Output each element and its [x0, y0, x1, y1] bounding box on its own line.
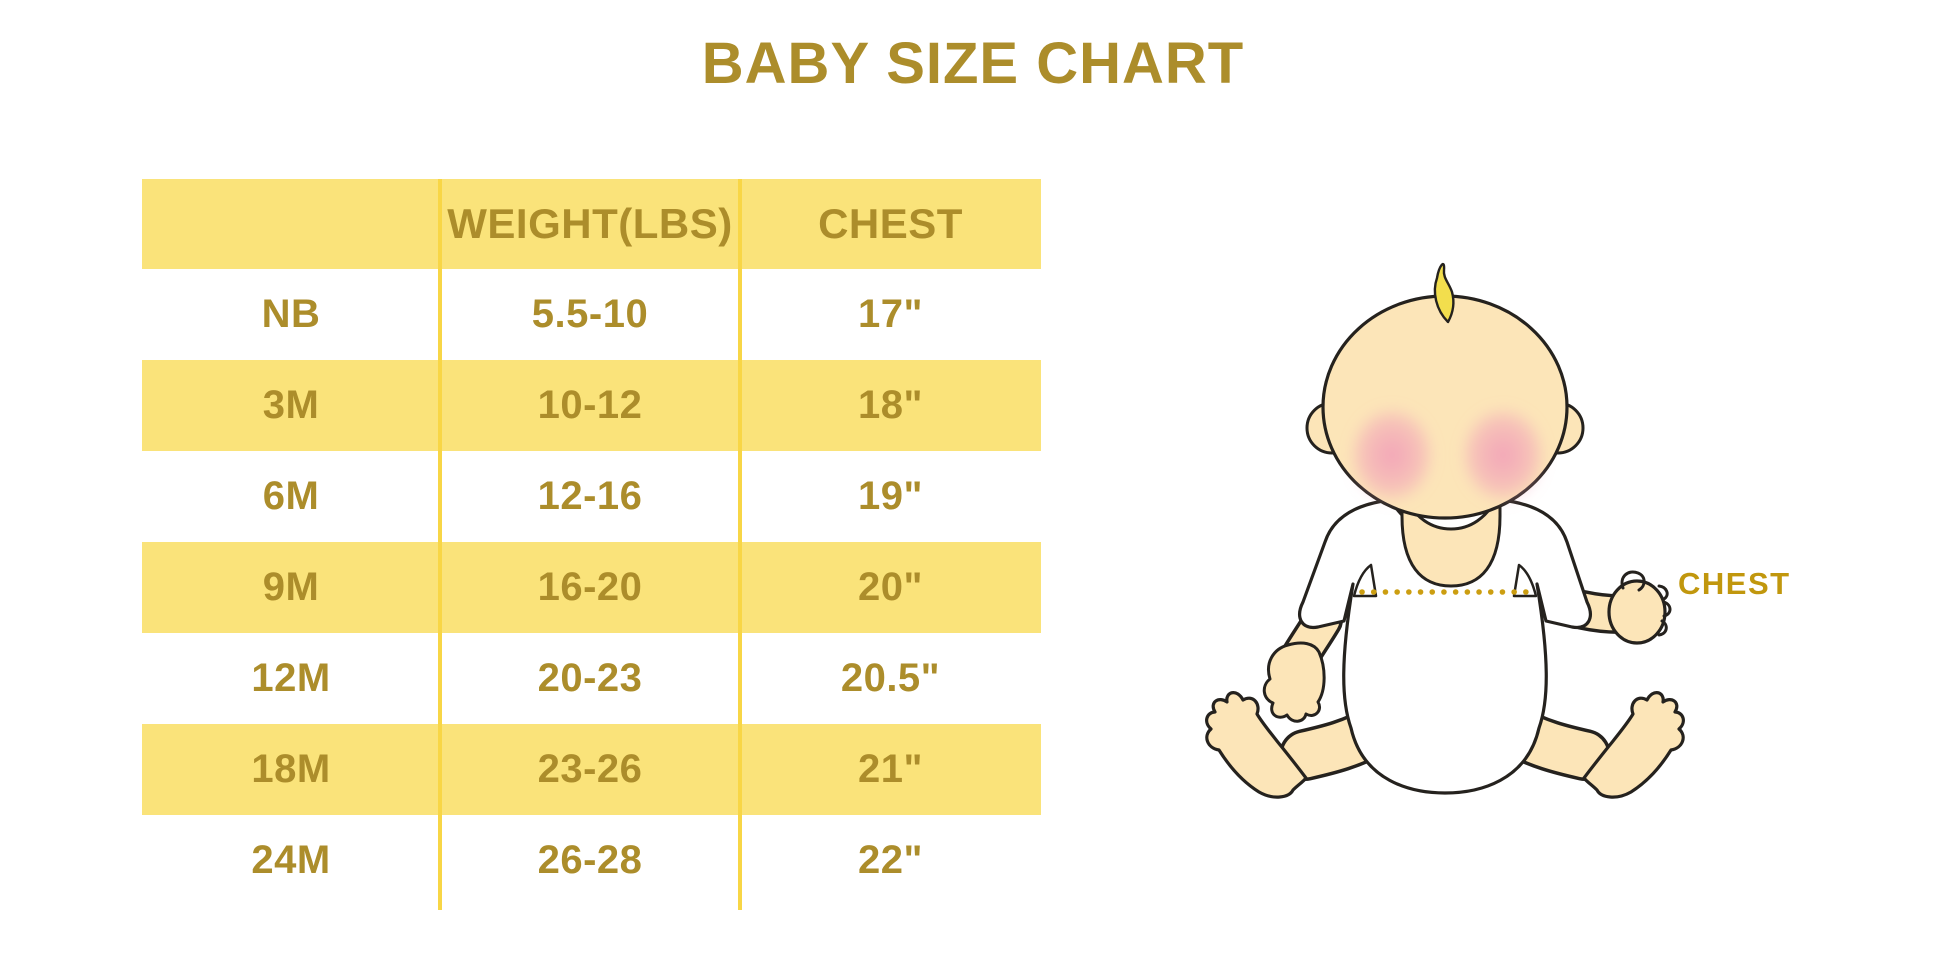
baby-illustration: [1185, 250, 1705, 850]
size-cell: 6M: [262, 474, 320, 518]
chest-cell: 20": [858, 565, 923, 609]
size-table: WEIGHT(LBS) CHEST NB 5.5-10 17" 3M 10-12 18" 6M 1…: [142, 179, 1041, 910]
header-cell-0: [142, 179, 440, 269]
table-row-18M: 18M 23-26 21": [142, 724, 1041, 815]
header-cell-1: WEIGHT(LBS): [447, 200, 733, 247]
chest-cell: 22": [858, 838, 923, 882]
page-title: BABY SIZE CHART: [701, 31, 1245, 96]
size-cell: NB: [261, 292, 321, 336]
collar-tip-left: [1352, 563, 1378, 598]
chest-cell: 21": [858, 747, 923, 791]
table-header-row: WEIGHT(LBS) CHEST: [142, 179, 1041, 269]
chest-label: CHEST: [1678, 566, 1791, 601]
size-cell: 3M: [262, 383, 320, 427]
table-row-24M: 24M 26-28 22": [142, 815, 1041, 906]
collar-tip-right: [1512, 563, 1538, 598]
column-divider-2: [738, 179, 742, 910]
table-row-3M: 3M 10-12 18": [142, 360, 1041, 451]
chest-cell: 17": [858, 292, 923, 336]
baby-left-foot: [1205, 691, 1308, 799]
baby-left-hand: [1262, 641, 1326, 723]
baby-hair-tuft: [1433, 262, 1455, 324]
table-row-9M: 9M 16-20 20": [142, 542, 1041, 633]
weight-cell: 23-26: [537, 747, 643, 791]
baby-chin: [1400, 492, 1502, 588]
table-row-NB: NB 5.5-10 17": [142, 269, 1041, 360]
baby-right-foot: [1582, 691, 1685, 799]
table-row-6M: 6M 12-16 19": [142, 451, 1041, 542]
baby-right-fist: [1607, 579, 1667, 645]
chest-cell: 19": [858, 474, 923, 518]
baby-left-cheek: [1348, 405, 1436, 505]
weight-cell: 20-23: [537, 656, 643, 700]
baby-illustration-svg: [1205, 262, 1685, 799]
chest-cell: 20.5": [840, 656, 941, 700]
size-cell: 9M: [262, 565, 320, 609]
table-row-12M: 12M 20-23 20.5": [142, 633, 1041, 724]
weight-cell: 5.5-10: [531, 292, 649, 336]
chest-cell: 18": [858, 383, 923, 427]
weight-cell: 26-28: [537, 838, 643, 882]
weight-cell: 12-16: [537, 474, 643, 518]
column-divider-1: [438, 179, 442, 910]
baby-right-cheek: [1459, 405, 1547, 505]
weight-cell: 16-20: [537, 565, 643, 609]
header-cell-2: CHEST: [818, 200, 963, 247]
weight-cell: 10-12: [537, 383, 643, 427]
size-cell: 24M: [251, 838, 331, 882]
size-cell: 12M: [251, 656, 331, 700]
size-cell: 18M: [251, 747, 331, 791]
